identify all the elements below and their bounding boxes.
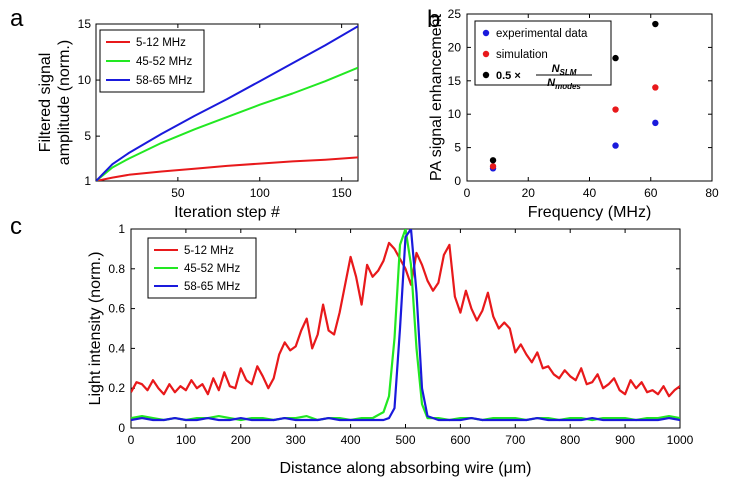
legend-label: 5-12 MHz [136,37,186,49]
x-tick-label: 0 [464,186,471,200]
scatter-point [652,84,659,91]
y-tick-label: 10 [448,107,462,121]
x-axis-title: Frequency (MHz) [528,204,652,221]
y-axis-title: Filtered signal amplitude (norm.) [37,40,73,165]
y-axis-title-line: Filtered signal [37,53,54,153]
series-line-0 [96,156,358,181]
x-axis-title: Iteration step # [174,204,280,221]
y-tick-label: 15 [448,74,462,88]
x-tick-label: 100 [250,186,270,200]
scatter-point [612,106,619,113]
scatter-point [489,157,497,164]
x-tick-label: 80 [705,186,719,200]
legend-formula-denominator-sub: modes [555,82,581,91]
series-line-0 [131,241,680,398]
scatter-point [652,119,659,127]
y-tick-label: 25 [448,7,462,21]
y-tick-label: 0.2 [108,381,125,395]
x-tick-label: 300 [286,433,306,447]
legend-formula-denominator-base: N [547,77,556,89]
legend-swatch [482,50,490,58]
legend-formula-prefix: 0.5 × [496,70,521,82]
y-tick-label: 0 [454,174,461,188]
y-axis-title: Light intensity (norm.) [87,252,104,406]
legend-label: 45-52 MHz [184,263,240,275]
x-tick-label: 600 [450,433,470,447]
scatter-point [489,163,497,170]
x-axis-title: Distance along absorbing wire (μm) [280,460,532,477]
legend-swatch [482,71,490,79]
x-tick-label: 900 [615,433,635,447]
x-tick-label: 20 [522,186,536,200]
panel-b: b 0 20 40 60 80 0 5 10 15 20 25 Frequency (MHz) PA si… [427,6,719,221]
scatter-point [612,142,619,149]
x-tick-label: 800 [560,433,580,447]
plot-frame [95,23,359,182]
series-line-2 [131,229,680,422]
legend-label: 58-65 MHz [184,281,240,293]
series-line-1 [96,66,358,181]
x-tick-label: 40 [583,186,597,200]
panel-c: c 0 100 200 300 400 500 600 700 800 900 1000 0 0.2 0.4… [10,213,694,477]
legend-formula-denominator: Nmodes [547,77,581,91]
y-axis-title-line: amplitude (norm.) [56,40,73,165]
panel-letter: c [10,213,22,240]
x-tick-label: 50 [171,186,185,200]
panel-letter: a [10,5,24,32]
x-tick-label: 1000 [667,433,694,447]
y-tick-label: 5 [454,141,461,155]
legend-label: simulation [496,49,548,61]
series-line-2 [96,25,358,181]
legend-swatch [482,29,490,37]
y-tick-label: 1 [118,222,125,236]
x-tick-label: 60 [644,186,658,200]
scatter-point [652,20,659,28]
x-tick-label: 700 [505,433,525,447]
y-axis-title: PA signal enhancement [428,13,445,180]
y-tick-label: 0 [118,421,125,435]
x-tick-label: 100 [176,433,196,447]
series-line-1 [131,229,680,422]
legend-formula-numerator: NSLM [552,63,577,77]
y-tick-label: 0.8 [108,262,125,276]
legend-box [474,20,612,86]
panel-letter: b [427,6,440,33]
y-tick-label: 0.4 [108,341,125,355]
y-tick-label: 15 [78,17,92,31]
x-tick-label: 500 [395,433,415,447]
y-tick-label: 20 [448,40,462,54]
y-tick-label: 0.6 [108,302,125,316]
legend-formula-numerator-sub: SLM [560,68,577,77]
legend-formula-numerator-base: N [552,63,561,75]
scatter-point [612,54,619,62]
y-tick-label: 5 [84,129,91,143]
legend-label: 5-12 MHz [184,245,234,257]
legend-label: 45-52 MHz [136,56,192,68]
legend-label: 58-65 MHz [136,75,192,87]
y-tick-label: 10 [78,73,92,87]
legend-label: experimental data [496,28,588,40]
y-tick-label: 1 [84,174,91,188]
x-tick-label: 400 [341,433,361,447]
x-tick-label: 200 [231,433,251,447]
x-tick-label: 0 [128,433,135,447]
x-tick-label: 150 [332,186,352,200]
